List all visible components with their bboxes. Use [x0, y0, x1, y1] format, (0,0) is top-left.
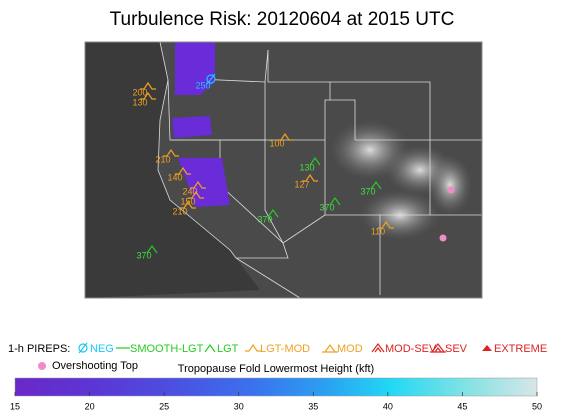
- pirep-symbol: [302, 173, 318, 182]
- pirep-symbol: [430, 343, 446, 353]
- pirep-symbol: [190, 180, 206, 189]
- pirep-symbol: [146, 244, 158, 254]
- colorbar-title: Tropopause Fold Lowermost Height (kft): [178, 363, 374, 375]
- pirep-symbol: [267, 208, 279, 218]
- pirep-label: 130: [132, 97, 147, 107]
- pirep-label: 130: [299, 162, 314, 172]
- pirep-symbol: [140, 81, 156, 90]
- overshooting-top: [447, 186, 455, 194]
- colorbar-tick-label: 30: [234, 401, 244, 411]
- fold-areas: [172, 42, 230, 207]
- map: 2502001301002101402401502101301273703703…: [84, 41, 483, 299]
- legend-item: NEG: [90, 343, 114, 355]
- ocean: [85, 42, 260, 298]
- legend-item: SEV: [445, 343, 468, 355]
- pirep-symbol: [378, 220, 394, 229]
- pirep-symbol: [322, 343, 338, 353]
- legend-item: LGT-MOD: [260, 343, 310, 355]
- pirep-symbol: [482, 345, 492, 351]
- legend-item: SMOOTH-LGT: [130, 343, 204, 355]
- colorbar-tick-label: 50: [532, 401, 542, 411]
- pirep-symbol: [329, 196, 341, 206]
- pirep-label: 370: [136, 250, 151, 260]
- colorbar-tick-label: 35: [308, 401, 318, 411]
- cloud: [428, 155, 472, 215]
- pirep-symbol: [78, 342, 88, 354]
- legend-item: MOD: [337, 343, 363, 355]
- pirep-label: 370: [257, 214, 272, 224]
- pirep-label: 110: [371, 226, 385, 236]
- pirep-symbol: [140, 91, 156, 100]
- pirep-label: 250: [195, 80, 210, 90]
- pirep-label: 127: [294, 179, 309, 189]
- legend-item: LGT: [217, 343, 239, 355]
- legend-symbol: [38, 362, 46, 370]
- pirep-symbol: [371, 343, 385, 353]
- legend-item: EXTREME: [494, 343, 547, 355]
- pirep-symbol: [204, 343, 216, 353]
- pirep-label: 210: [155, 154, 170, 164]
- pirep-label: 200: [132, 87, 147, 97]
- legend-item: MOD-SEV: [385, 343, 437, 355]
- pirep-label: 140: [167, 172, 182, 182]
- map-frame: [84, 41, 483, 299]
- pirep-label: 240: [182, 186, 197, 196]
- pirep-symbol: [175, 166, 191, 175]
- colorbar-tick-label: 15: [10, 401, 20, 411]
- pirep-symbol: [245, 343, 261, 352]
- pirep-label: 210: [172, 206, 187, 216]
- title: Turbulence Risk: 20120604 at 2015 UTC: [110, 9, 455, 30]
- pirep-symbol: [163, 148, 179, 157]
- pirep-symbol: [206, 73, 216, 85]
- pirep-symbol: [180, 200, 196, 209]
- borders: [157, 41, 482, 299]
- colorbar-tick-label: 25: [159, 401, 169, 411]
- colorbar: [14, 377, 538, 397]
- pirep-label: 370: [319, 202, 334, 212]
- colorbar-tick-label: 40: [383, 401, 393, 411]
- pirep-symbol: [370, 180, 382, 190]
- overshooting-top: [439, 234, 447, 242]
- legend-title: 1-h PIREPS:: [8, 343, 70, 355]
- pirep-symbol: [309, 156, 321, 166]
- pirep-label: 100: [269, 138, 284, 148]
- pirep-symbol: [188, 190, 204, 199]
- pirep-symbol: [277, 132, 293, 141]
- legend: 1-h PIREPS: Overshooting Top Tropopause …: [8, 342, 547, 411]
- legend-item: Overshooting Top: [52, 360, 138, 372]
- colorbar-tick-label: 45: [457, 401, 467, 411]
- pirep-label: 370: [360, 186, 375, 196]
- colorbar-tick-label: 20: [85, 401, 95, 411]
